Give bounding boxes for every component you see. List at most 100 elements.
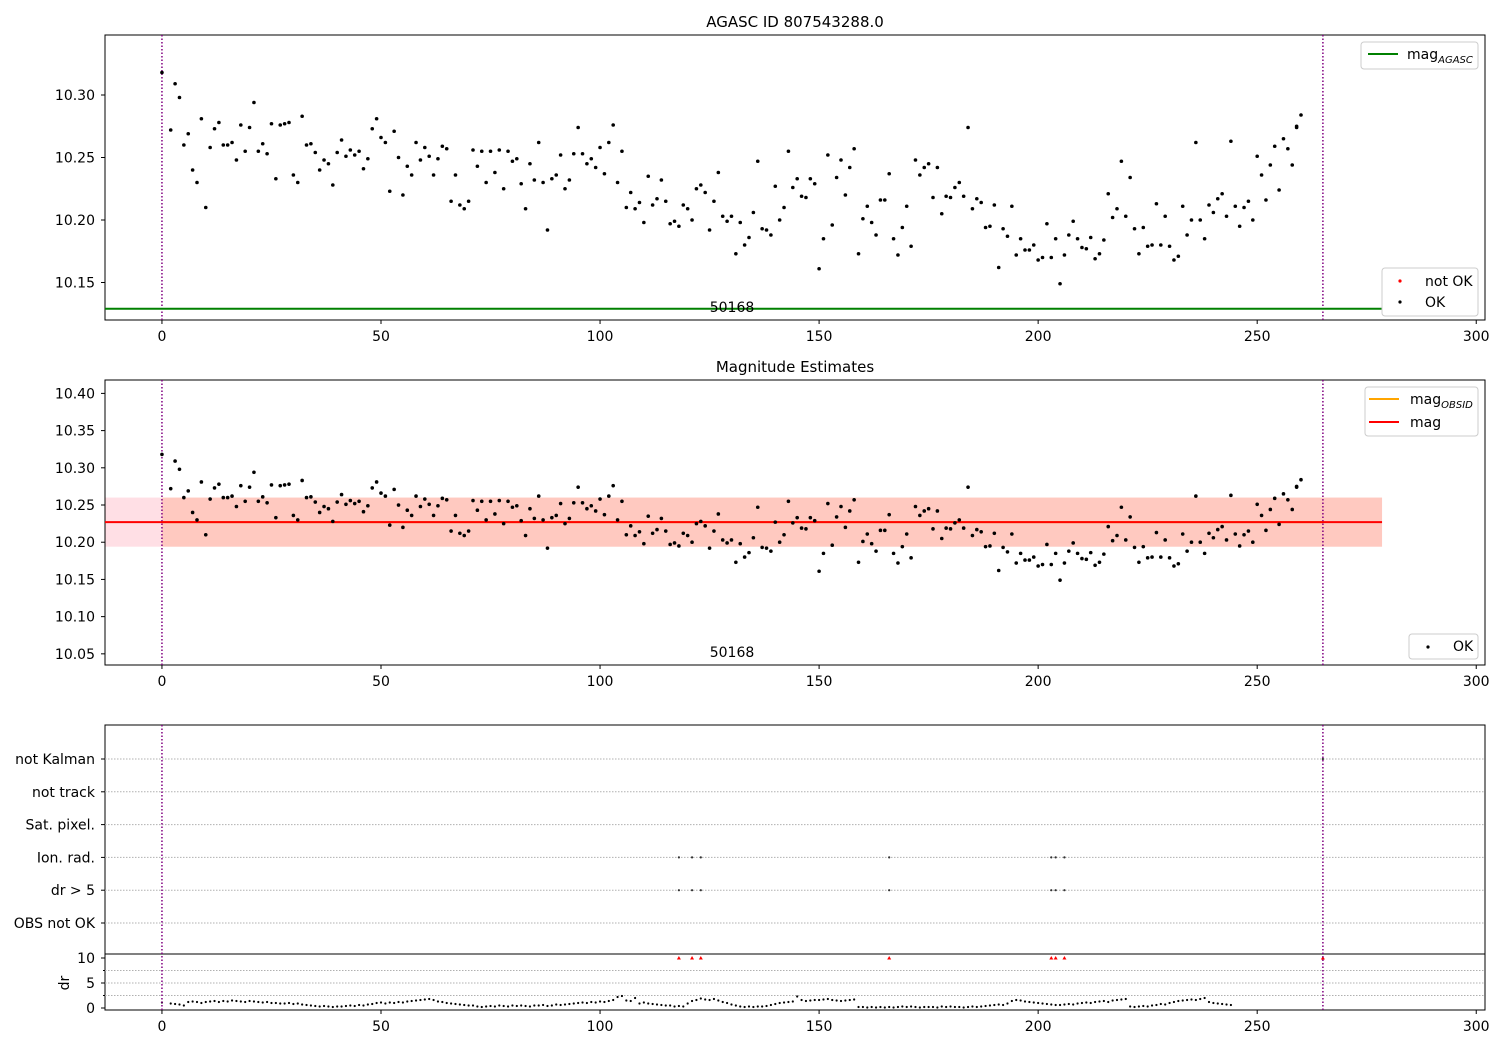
agasc-ok-point [659, 178, 664, 182]
estimates-ok-point [256, 499, 261, 504]
estimates-ok-point [1137, 560, 1141, 565]
agasc-ok-point [1207, 203, 1211, 207]
dr-point [971, 1005, 974, 1008]
agasc-ok-point [1194, 140, 1198, 145]
dr-point [761, 1005, 764, 1008]
estimates-ok-point [168, 486, 173, 491]
agasc-ok-point [475, 164, 480, 169]
dr-point [379, 1001, 383, 1004]
dr-clipped-marker [1320, 956, 1325, 960]
agasc-ok-point [891, 236, 896, 241]
dr-point [520, 1004, 523, 1007]
estimates-ok-point [988, 544, 992, 548]
agasc-ok-point [628, 190, 633, 195]
agasc-ok-point [1018, 236, 1023, 241]
estimates-ok-point [589, 503, 594, 508]
dr-point [414, 999, 418, 1002]
agasc-ok-point [1058, 281, 1062, 286]
agasc-ok-point [182, 143, 186, 147]
dr-point [734, 1004, 737, 1007]
dr-point [1015, 998, 1018, 1002]
agasc-ok-point [409, 173, 414, 177]
agasc-ok-point [558, 153, 563, 157]
estimates-ok-point [291, 513, 296, 518]
flag-point [1054, 856, 1057, 859]
dr-point [1203, 996, 1206, 1000]
dr-point [502, 1004, 505, 1008]
agasc-ok-point [173, 81, 177, 86]
estimates-ok-point [1123, 538, 1128, 542]
dr-point [226, 1000, 229, 1003]
agasc-ok-point [926, 161, 931, 166]
estimates-ok-point [1224, 538, 1229, 542]
agasc-ok-point [392, 129, 396, 134]
estimates-ok-point [1036, 564, 1040, 568]
agasc-ok-point [195, 180, 199, 185]
agasc-ok-point [1167, 244, 1172, 249]
agasc-ok-point [567, 178, 572, 182]
agasc-ok-point [953, 185, 957, 190]
agasc-ok-point [948, 195, 953, 200]
estimates-ok-point [685, 533, 690, 538]
agasc-ok-point [878, 198, 883, 202]
agasc-ok-point [458, 203, 462, 207]
estimates-ok-point [440, 496, 445, 501]
dr-point [1023, 1000, 1027, 1003]
agasc-ok-point [247, 125, 252, 130]
dr-clipped-marker [690, 956, 695, 960]
estimates-ok-point [331, 519, 335, 524]
agasc-ok-point [1294, 124, 1299, 129]
flag-point [1321, 757, 1325, 761]
estimates-ok-point [703, 524, 707, 528]
dr-point [296, 1002, 299, 1005]
estimates-ok-point [834, 515, 839, 519]
agasc-ok-point [760, 226, 764, 231]
estimates-ok-point [370, 486, 375, 490]
dr-point [901, 1005, 904, 1008]
estimates-ok-point [317, 510, 322, 515]
estimates-ok-point [900, 544, 905, 549]
dr-point [791, 1000, 794, 1003]
agasc-ok-point [444, 146, 449, 151]
agasc-ok-point [352, 153, 357, 157]
estimates-ok-point [996, 568, 1001, 573]
legend-label-obsid-subscript: OBSID [1441, 400, 1473, 411]
estimates-ok-point [287, 482, 291, 486]
agasc-ok-point [913, 158, 918, 162]
flag-point [888, 889, 891, 892]
agasc-ok-point [383, 140, 388, 145]
estimates-ok-point [1031, 555, 1036, 559]
estimates-ok-point [252, 470, 256, 475]
agasc-ok-point [1215, 196, 1220, 201]
agasc-ok-point [637, 200, 642, 205]
dr-point [287, 1001, 291, 1005]
estimates-ok-point [891, 551, 896, 556]
estimates-ok-point [212, 486, 217, 490]
agasc-ok-point [782, 205, 786, 210]
estimates-ok-point [769, 549, 773, 553]
agasc-ok-point [856, 251, 861, 256]
dr-point [936, 1006, 939, 1009]
agasc-ok-point [1264, 198, 1268, 202]
estimates-ok-point [585, 506, 589, 511]
agasc-ok-point [935, 165, 940, 170]
dr-point [866, 1006, 869, 1009]
dr-point [428, 997, 431, 1001]
estimates-ok-point [230, 494, 234, 498]
estimates-ytick-label: 10.10 [55, 610, 95, 626]
dr-point [1076, 1002, 1079, 1005]
dr-point [1001, 1003, 1005, 1007]
estimates-ok-point [1220, 524, 1224, 529]
agasc-ok-point [199, 116, 204, 121]
estimates-ok-point [247, 485, 252, 489]
agasc-ok-point [519, 181, 523, 186]
estimates-ok-point [392, 487, 396, 492]
agasc-ok-point [396, 155, 401, 160]
agasc-ok-point [401, 193, 405, 197]
flags-xtick-label: 0 [157, 1019, 166, 1035]
estimates-ok-point [655, 527, 659, 532]
agasc-ok-point [1014, 253, 1019, 257]
legend-label-mag-obsid: mag [1410, 392, 1441, 408]
dr-point [187, 1000, 190, 1004]
dr-point [927, 1005, 930, 1009]
